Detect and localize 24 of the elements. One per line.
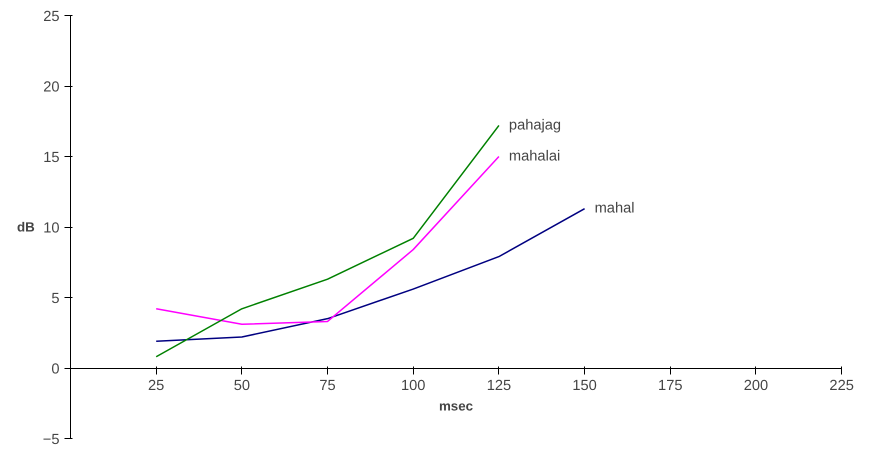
x-tick-label: 25 xyxy=(148,378,164,394)
y-tick-label: 5 xyxy=(51,291,60,307)
y-tick-label: 10 xyxy=(43,220,60,236)
x-tick-label: 100 xyxy=(401,378,426,394)
line-series xyxy=(155,208,586,342)
series-label: mahalai xyxy=(508,148,560,164)
x-tick-label: 75 xyxy=(319,378,336,394)
x-tick-label: 125 xyxy=(486,378,512,394)
y-tick-label: −5 xyxy=(42,432,60,448)
x-tick-label: 50 xyxy=(234,378,250,394)
x-tick-label: 225 xyxy=(829,378,854,394)
x-tick-label: 200 xyxy=(744,378,768,394)
x-tick-label: 150 xyxy=(572,378,597,394)
y-tick-label: 25 xyxy=(43,9,60,25)
x-axis-title: msec xyxy=(438,398,474,414)
series-label: mahal xyxy=(594,200,635,217)
line-series xyxy=(155,156,500,326)
y-tick-label: 0 xyxy=(51,362,60,378)
series-label: pahajag xyxy=(508,117,562,134)
line-series xyxy=(155,124,500,358)
x-tick-label: 175 xyxy=(658,378,683,394)
y-tick-label: 15 xyxy=(43,150,60,166)
y-tick-label: 20 xyxy=(43,80,60,96)
y-axis-title: dB xyxy=(17,220,36,234)
